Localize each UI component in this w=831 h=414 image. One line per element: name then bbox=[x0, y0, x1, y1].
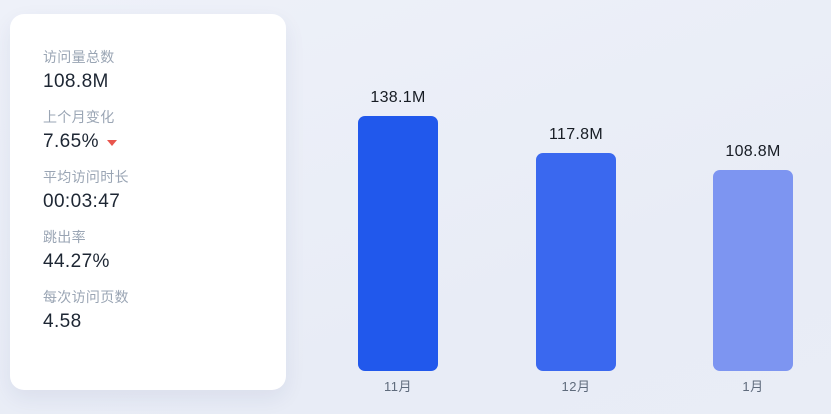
bar-11月[interactable] bbox=[358, 116, 438, 371]
stat-label: 上个月变化 bbox=[43, 109, 115, 125]
stat-value: 4.58 bbox=[43, 309, 266, 335]
stat-avg-duration: 平均访问时长 00:03:47 bbox=[43, 167, 266, 215]
stat-label: 访问量总数 bbox=[43, 49, 115, 65]
stat-value-text: 7.65% bbox=[43, 131, 99, 152]
stat-value: 7.65% bbox=[43, 129, 266, 155]
bar-1月[interactable] bbox=[713, 170, 793, 371]
stat-bounce-rate: 跳出率 44.27% bbox=[43, 227, 266, 275]
stat-value: 00:03:47 bbox=[43, 189, 266, 215]
trend-down-icon bbox=[106, 140, 117, 146]
stat-pages-per-visit: 每次访问页数 4.58 bbox=[43, 287, 266, 335]
stat-value-text: 4.58 bbox=[43, 311, 82, 332]
stat-value-text: 00:03:47 bbox=[43, 191, 121, 212]
bar-category-label: 1月 bbox=[742, 379, 764, 394]
stat-label: 平均访问时长 bbox=[43, 169, 129, 185]
monthly-visits-bar-chart: 138.1M 11月 117.8M 12月 108.8M 1月 bbox=[300, 0, 831, 414]
bar-value-label: 138.1M bbox=[370, 89, 426, 106]
stat-value: 44.27% bbox=[43, 249, 266, 275]
bar-value-label: 108.8M bbox=[725, 143, 781, 160]
stat-value-text: 108.8M bbox=[43, 71, 109, 92]
stat-month-change: 上个月变化 7.65% bbox=[43, 107, 266, 155]
bar-category-label: 12月 bbox=[561, 379, 591, 394]
stats-card: 访问量总数 108.8M 上个月变化 7.65% 平均访问时长 00:03:47… bbox=[10, 14, 286, 390]
bar-value-label: 117.8M bbox=[549, 126, 603, 143]
stat-value: 108.8M bbox=[43, 69, 266, 95]
bar-category-label: 11月 bbox=[384, 379, 412, 394]
stat-total-visits: 访问量总数 108.8M bbox=[43, 47, 266, 95]
bar-12月[interactable] bbox=[536, 153, 616, 371]
stat-value-text: 44.27% bbox=[43, 251, 110, 272]
stat-label: 跳出率 bbox=[43, 229, 86, 245]
stat-label: 每次访问页数 bbox=[43, 289, 129, 305]
